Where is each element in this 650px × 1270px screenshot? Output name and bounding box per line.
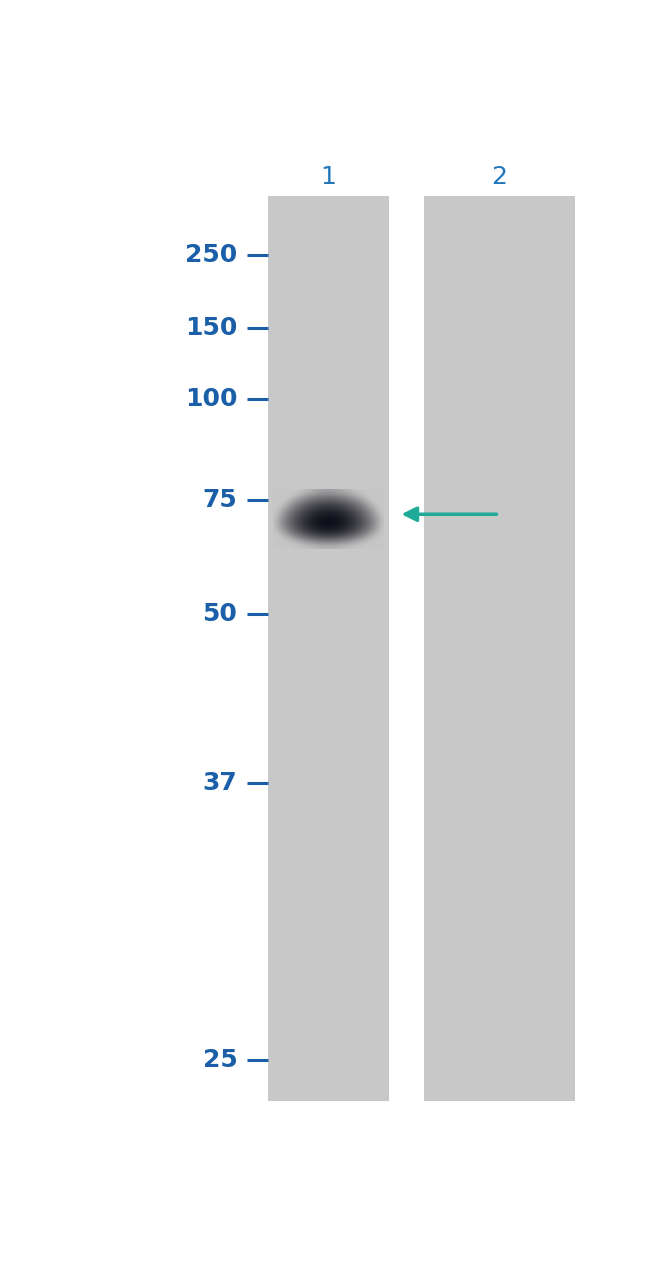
Text: 2: 2 [491,165,508,189]
Text: 37: 37 [203,771,237,795]
Text: 150: 150 [185,316,237,340]
Text: 50: 50 [203,602,237,626]
Text: 75: 75 [203,488,237,512]
Text: 1: 1 [320,165,336,189]
Bar [424,197,575,1101]
Bar [268,197,389,1101]
Text: 25: 25 [203,1048,237,1072]
Text: 100: 100 [185,387,237,410]
Text: 250: 250 [185,243,237,267]
